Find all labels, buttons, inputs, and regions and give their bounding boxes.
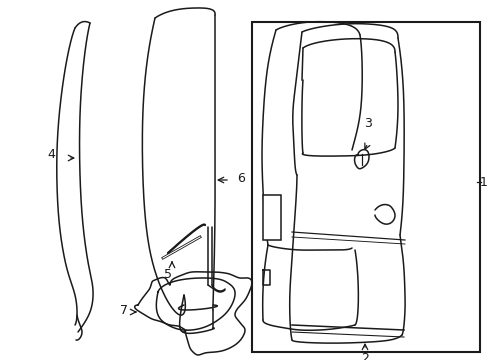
Text: 2: 2 xyxy=(360,352,368,360)
Text: 3: 3 xyxy=(364,117,371,130)
Text: 4: 4 xyxy=(47,148,55,162)
Text: 5: 5 xyxy=(163,268,172,281)
Text: 6: 6 xyxy=(237,171,244,184)
Text: 1: 1 xyxy=(479,175,487,189)
Bar xyxy=(263,195,281,240)
Bar xyxy=(251,22,479,352)
Text: 7: 7 xyxy=(120,303,128,316)
